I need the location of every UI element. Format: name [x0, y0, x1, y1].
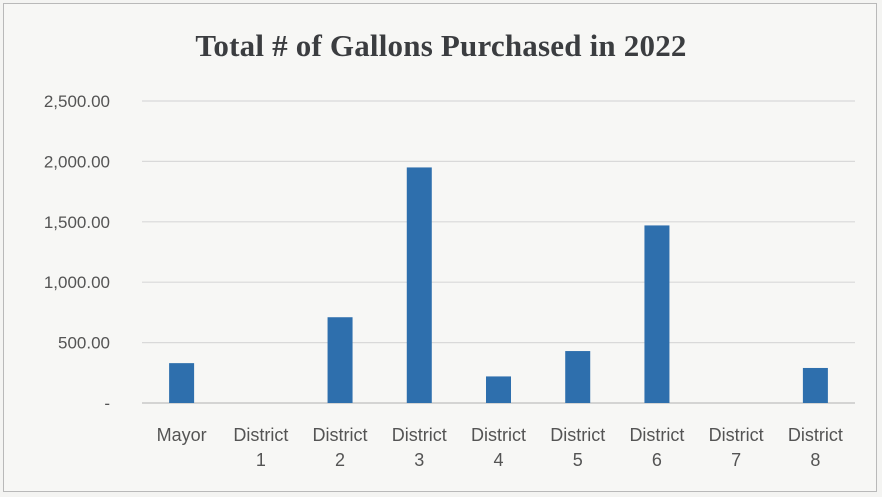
- bar: [486, 376, 511, 403]
- bar: [169, 363, 195, 403]
- x-tick-label: District 3: [392, 425, 447, 470]
- x-tick-label: District 7: [709, 425, 764, 470]
- x-tick-label: District 2: [313, 425, 368, 470]
- bar: [644, 225, 670, 403]
- bar: [565, 351, 591, 403]
- chart-title: Total # of Gallons Purchased in 2022: [195, 28, 687, 63]
- y-tick-label: 1,000.00: [44, 273, 110, 292]
- x-tick-label: District 1: [233, 425, 288, 470]
- x-tick-label: District 4: [471, 425, 526, 470]
- x-tick-label: Mayor: [157, 425, 207, 445]
- bar: [802, 367, 828, 403]
- y-tick-label: 2,500.00: [44, 92, 110, 111]
- bar: [406, 167, 432, 403]
- y-tick-label: 500.00: [58, 334, 110, 353]
- y-tick-label: 2,000.00: [44, 152, 110, 171]
- x-tick-label: District 8: [788, 425, 843, 470]
- x-tick-label: District 6: [629, 425, 684, 470]
- y-tick-label: -: [104, 394, 110, 413]
- x-tick-label: District 5: [550, 425, 605, 470]
- y-tick-label: 1,500.00: [44, 213, 110, 232]
- bar: [327, 317, 353, 403]
- chart-frame: [3, 3, 877, 492]
